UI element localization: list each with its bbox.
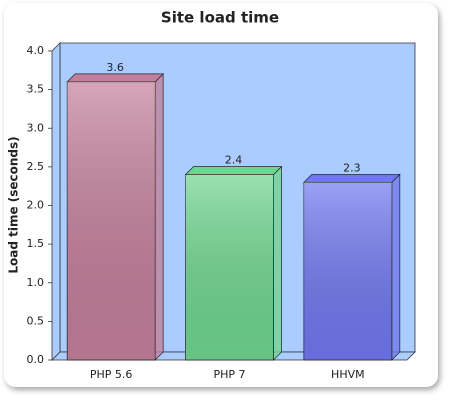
value-label: 2.4	[225, 154, 243, 167]
left-wall	[51, 42, 61, 361]
chart-title: Site load time	[161, 9, 279, 27]
bar-shade	[303, 182, 392, 360]
y-tick-label: 4.0	[27, 44, 45, 57]
y-tick-label: 3.0	[27, 121, 45, 134]
bar-top	[184, 166, 283, 175]
bar-shade	[67, 81, 156, 361]
y-tick-label: 0.5	[27, 314, 45, 327]
y-tick-label: 2.0	[27, 199, 45, 212]
bar-side	[273, 165, 282, 361]
bar-top	[302, 173, 401, 183]
y-axis-label: Load time (seconds)	[7, 136, 21, 273]
value-label: 2.3	[343, 161, 361, 174]
x-tick-label: PHP 5.6	[90, 368, 133, 381]
y-tick-label: 3.5	[27, 83, 45, 96]
y-tick-label: 2.5	[27, 160, 45, 173]
x-tick-label: HHVM	[331, 368, 365, 381]
value-label: 3.6	[106, 61, 124, 74]
bar-side	[391, 173, 401, 361]
bar-side	[154, 73, 164, 361]
y-tick-label: 0.0	[27, 353, 45, 366]
x-tick-label: PHP 7	[213, 368, 245, 381]
y-tick-label: 1.5	[27, 237, 45, 250]
bar-top	[66, 73, 165, 83]
y-tick-label: 1.0	[27, 276, 45, 289]
bar-shade	[185, 174, 274, 360]
